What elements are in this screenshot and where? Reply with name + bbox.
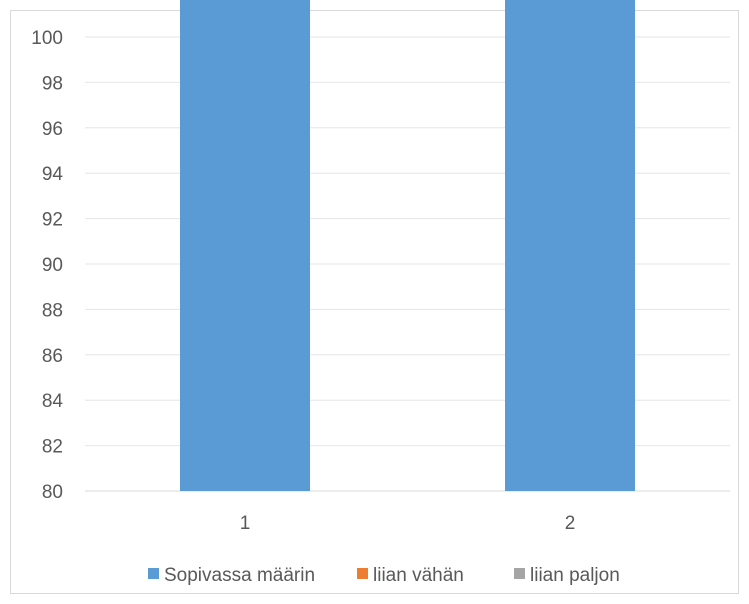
legend-label: Sopivassa määrin [164,565,315,586]
y-axis-tick-labels: 80 82 84 86 88 90 92 94 96 98 100 [31,28,63,503]
bar-segment [505,0,635,491]
legend: Sopivassa määrin liian vähän liian paljon [148,565,620,586]
y-tick-label: 94 [42,164,64,185]
y-tick-label: 96 [42,119,63,140]
bars [180,0,635,491]
legend-swatch [357,568,368,579]
y-tick-label: 98 [42,73,63,94]
bar-segment [180,0,310,491]
y-tick-label: 84 [42,391,64,412]
legend-swatch [514,568,525,579]
y-tick-label: 86 [42,346,63,367]
y-tick-label: 92 [42,210,63,231]
y-tick-label: 88 [42,300,63,321]
x-tick-label: 2 [565,513,576,534]
legend-label: liian vähän [373,565,464,586]
y-tick-label: 90 [42,255,63,276]
x-tick-label: 1 [240,513,251,534]
y-tick-label: 82 [42,437,63,458]
y-tick-label: 100 [31,28,63,49]
y-tick-label: 80 [42,482,63,503]
legend-label: liian paljon [530,565,620,586]
legend-swatch [148,568,159,579]
